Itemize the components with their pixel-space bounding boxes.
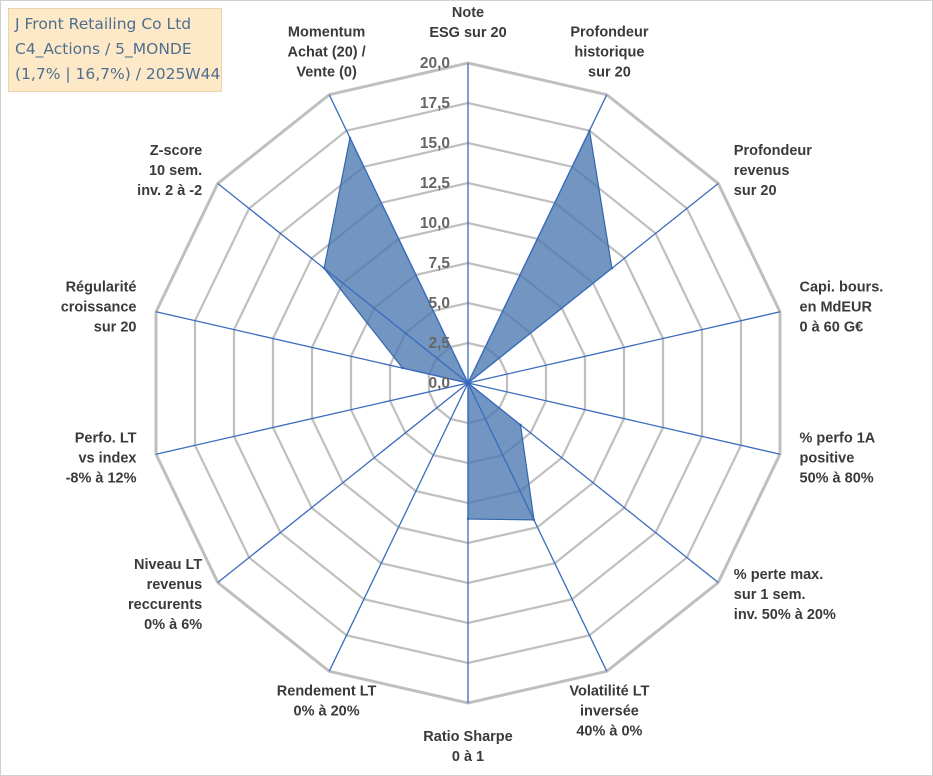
- axis-label-5-line-1: sur 1 sem.: [734, 587, 806, 603]
- spoke-5: [467, 382, 719, 584]
- spoke-3: [467, 311, 781, 384]
- data-point-12: [322, 267, 326, 270]
- axis-label-9-line-0: Niveau LT: [134, 557, 202, 573]
- spoke-12: [217, 182, 469, 384]
- data-point-10: [466, 381, 470, 385]
- spoke-11: [155, 311, 469, 384]
- tick-label-6: 15,0: [420, 135, 450, 152]
- axis-label-1-line-0: Profondeur: [570, 25, 648, 41]
- axis-label-9-line-1: revenus: [147, 577, 203, 593]
- data-point-5: [519, 423, 522, 427]
- axis-label-6-line-1: inversée: [580, 703, 639, 719]
- axis-label-9-line-3: 0% à 6%: [144, 617, 202, 633]
- axis-label-6: Volatilité LT inversée 40% à 0%: [569, 683, 649, 739]
- axis-label-13-line-2: Vente (0): [296, 65, 357, 81]
- spoke-6: [467, 382, 608, 672]
- axis-label-10: Perfo. LT vs index -8% à 12%: [66, 431, 137, 487]
- data-point-11: [401, 366, 404, 370]
- axis-label-4-line-0: % perfo 1A: [800, 431, 876, 447]
- axis-label-8-line-1: 0% à 20%: [294, 703, 360, 719]
- data-point-1: [588, 129, 591, 132]
- portfolio-name: C4_Actions / 5_MONDE: [15, 40, 192, 58]
- spoke-9: [217, 382, 469, 584]
- axis-label-3: Capi. bours. en MdEUR 0 à 60 G€: [800, 279, 884, 335]
- axis-label-4: % perfo 1A positive 50% à 80%: [800, 431, 876, 487]
- axis-label-8-line-0: Rendement LT: [277, 683, 377, 699]
- axis-label-1-line-1: historique: [574, 45, 644, 61]
- data-point-6: [532, 518, 536, 522]
- axis-label-3-line-0: Capi. bours.: [800, 279, 884, 295]
- axis-label-5-line-2: inv. 50% à 20%: [734, 607, 836, 623]
- spoke-1: [467, 94, 608, 384]
- axis-label-9-line-2: reccurents: [128, 597, 202, 613]
- spoke-8: [328, 382, 469, 672]
- tick-label-4: 10,0: [420, 215, 450, 232]
- axis-label-7-line-0: Ratio Sharpe: [423, 729, 512, 745]
- tick-label-1: 2,5: [428, 335, 450, 352]
- axis-label-4-line-2: 50% à 80%: [800, 471, 874, 487]
- axis-label-11-line-0: Régularité: [66, 279, 137, 295]
- axis-label-11: Régularité croissance sur 20: [61, 279, 137, 335]
- axis-label-5: % perte max. sur 1 sem. inv. 50% à 20%: [734, 567, 836, 623]
- axis-label-2-line-0: Profondeur: [734, 143, 812, 159]
- axis-label-8: Rendement LT 0% à 20%: [277, 683, 377, 719]
- axis-label-2-line-1: revenus: [734, 163, 790, 179]
- tick-label-3: 7,5: [428, 255, 450, 272]
- axis-label-3-line-2: 0 à 60 G€: [800, 319, 864, 335]
- axis-label-0: Note ESG sur 20: [429, 5, 506, 41]
- axis-label-13: Momentum Achat (20) / Vente (0): [288, 25, 366, 81]
- company-name: J Front Retailing Co Ltd: [15, 15, 192, 33]
- data-point-2: [610, 267, 614, 270]
- axis-label-3-line-1: en MdEUR: [800, 299, 873, 315]
- spoke-2: [467, 182, 719, 384]
- axis-label-7: Ratio Sharpe 0 à 1: [423, 729, 512, 765]
- axis-label-4-line-1: positive: [800, 451, 855, 467]
- axis-label-11-line-1: croissance: [61, 299, 137, 315]
- axis-label-6-line-2: 40% à 0%: [576, 723, 642, 739]
- axis-label-5-line-0: % perte max.: [734, 567, 823, 583]
- axis-label-12-line-2: inv. 2 à -2: [137, 183, 202, 199]
- spoke-13: [328, 94, 469, 384]
- spoke-4: [467, 382, 781, 455]
- tick-label-0: 0,0: [428, 375, 450, 392]
- axis-label-12-line-0: Z-score: [150, 143, 202, 159]
- axis-label-9: Niveau LT revenus reccurents 0% à 6%: [128, 557, 202, 633]
- data-point-13: [348, 136, 352, 140]
- axis-label-7-line-1: 0 à 1: [452, 749, 484, 765]
- data-point-7: [466, 517, 470, 521]
- axis-label-12: Z-score 10 sem. inv. 2 à -2: [137, 143, 202, 199]
- axis-label-0-line-0: Note: [452, 5, 484, 21]
- spoke-10: [155, 382, 469, 455]
- tick-label-8: 20,0: [420, 55, 450, 72]
- axis-label-0-line-1: ESG sur 20: [429, 25, 506, 41]
- axis-label-10-line-2: -8% à 12%: [66, 471, 137, 487]
- axis-label-10-line-0: Perfo. LT: [75, 431, 137, 447]
- axis-label-1-line-2: sur 20: [588, 65, 631, 81]
- chart-title-box: J Front Retailing Co Ltd C4_Actions / 5_…: [8, 8, 222, 92]
- axis-label-6-line-0: Volatilité LT: [569, 683, 649, 699]
- axis-label-12-line-1: 10 sem.: [149, 163, 202, 179]
- range-week: (1,7% | 16,7%) / 2025W44: [15, 65, 221, 83]
- axis-label-1: Profondeur historique sur 20: [570, 25, 648, 81]
- axis-label-2: Profondeur revenus sur 20: [734, 143, 812, 199]
- axis-label-2-line-2: sur 20: [734, 183, 777, 199]
- axis-label-11-line-2: sur 20: [94, 319, 137, 335]
- axis-label-13-line-1: Achat (20) /: [288, 45, 366, 61]
- axis-label-10-line-1: vs index: [78, 451, 136, 467]
- tick-label-7: 17,5: [420, 95, 451, 112]
- tick-label-2: 5,0: [428, 295, 450, 312]
- axis-label-13-line-0: Momentum: [288, 25, 365, 41]
- tick-label-5: 12,5: [420, 175, 451, 192]
